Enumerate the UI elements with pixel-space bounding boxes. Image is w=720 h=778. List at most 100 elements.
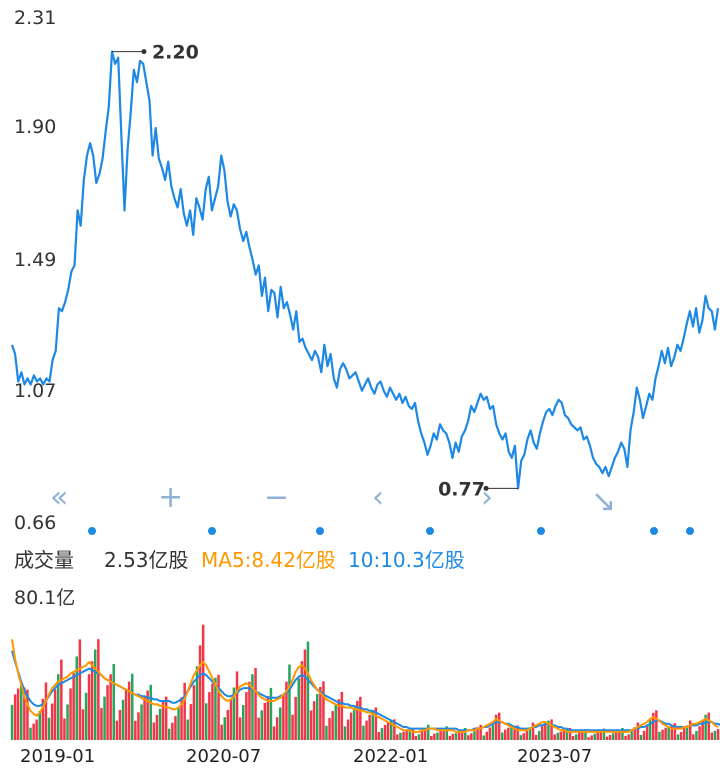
volume-bar: [525, 731, 529, 740]
volume-bar: [427, 724, 430, 740]
volume-bar: [186, 719, 189, 740]
volume-bar: [713, 730, 717, 740]
max-label: 2.20: [152, 42, 199, 64]
volume-bar: [565, 729, 569, 740]
volume-bar: [29, 727, 32, 740]
volume-bar: [275, 717, 279, 740]
volume-bar: [69, 688, 72, 740]
volume-bar: [75, 656, 78, 740]
min-label: 0.77: [438, 478, 485, 500]
volume-bar: [38, 710, 41, 740]
volume-bar: [402, 731, 405, 740]
volume-bar: [353, 707, 356, 740]
volume-bar: [112, 664, 115, 740]
volume-bar: [652, 712, 655, 740]
rewind-button[interactable]: «: [50, 480, 68, 515]
volume-bar: [161, 701, 165, 740]
volume-bar: [171, 722, 174, 740]
volume-bar: [263, 702, 267, 740]
volume-bar: [531, 722, 535, 740]
volume-bar: [627, 734, 630, 740]
volume-bar: [538, 730, 541, 740]
volume-bar: [316, 694, 319, 740]
volume-bar: [109, 674, 112, 740]
volume-bar: [121, 699, 125, 740]
volume-bar: [568, 728, 572, 740]
volume-bar: [544, 722, 547, 740]
volume-bar: [648, 719, 652, 740]
prev-button[interactable]: ‹: [372, 480, 384, 515]
reset-button[interactable]: ↘: [591, 484, 616, 519]
volume-bar: [571, 736, 575, 740]
volume-ma10: 10:10.3亿股: [348, 548, 465, 572]
volume-bar: [362, 725, 365, 740]
volume-bar: [584, 729, 587, 740]
volume-bar: [550, 719, 553, 740]
volume-bar: [528, 727, 532, 740]
volume-bar: [445, 726, 448, 740]
zoom-out-button[interactable]: −: [264, 480, 289, 515]
volume-bar: [559, 731, 562, 740]
volume-bar: [94, 649, 97, 740]
indicator-dots: [88, 527, 694, 535]
volume-bar: [248, 681, 251, 740]
volume-bar: [470, 733, 473, 740]
volume-bar: [368, 714, 371, 740]
volume-bar: [423, 729, 427, 740]
volume-bar: [476, 727, 479, 740]
volume-bar: [124, 690, 128, 740]
zoom-in-button[interactable]: +: [158, 480, 183, 515]
volume-bar: [704, 714, 707, 740]
volume-bar: [309, 710, 313, 740]
volume-bar: [473, 731, 476, 740]
volume-bar: [201, 624, 205, 740]
volume-bar: [306, 641, 310, 740]
volume-bar: [177, 708, 180, 740]
volume-bar: [408, 727, 411, 740]
volume-bar: [442, 728, 445, 740]
volume-bar: [467, 735, 470, 740]
volume-bar: [349, 712, 353, 740]
volume-bar: [454, 733, 458, 740]
volume-bar: [66, 704, 69, 740]
volume-bar: [137, 712, 140, 740]
y-tick-label: 1.07: [14, 380, 56, 402]
volume-bar: [168, 728, 171, 740]
volume-bar: [621, 728, 624, 740]
volume-bar: [53, 689, 57, 740]
volume-bar: [346, 719, 350, 740]
volume-bar: [10, 704, 14, 740]
volume-bar: [513, 725, 516, 740]
volume-bar: [297, 678, 300, 740]
volume-bar: [359, 696, 362, 740]
volume-bar: [340, 692, 344, 740]
volume-bar: [710, 732, 714, 740]
volume-bar: [393, 719, 396, 740]
volume-bar: [90, 661, 94, 740]
volume-bar: [590, 735, 593, 740]
volume-bar: [587, 737, 590, 740]
volume-bar: [300, 661, 304, 740]
volume-bar: [541, 726, 544, 740]
volume-bar: [211, 683, 214, 740]
volume-bar: [482, 735, 485, 740]
volume-current: 2.53亿股: [104, 548, 189, 572]
volume-bar: [507, 727, 510, 740]
volume-bar: [229, 700, 233, 740]
volume-bar: [251, 674, 254, 740]
next-button[interactable]: ›: [481, 480, 493, 515]
volume-label: 成交量: [14, 548, 74, 572]
volume-bar: [343, 726, 347, 740]
volume-bar: [448, 735, 452, 740]
volume-bar: [430, 736, 433, 740]
volume-bar: [106, 685, 109, 740]
volume-bar: [87, 674, 91, 740]
volume-bar: [146, 690, 149, 740]
volume-bar: [81, 709, 85, 740]
volume-bar: [226, 709, 230, 740]
volume-bar: [605, 736, 609, 740]
volume-bar: [143, 697, 146, 740]
volume-bar: [100, 708, 103, 740]
volume-bar: [670, 725, 673, 740]
